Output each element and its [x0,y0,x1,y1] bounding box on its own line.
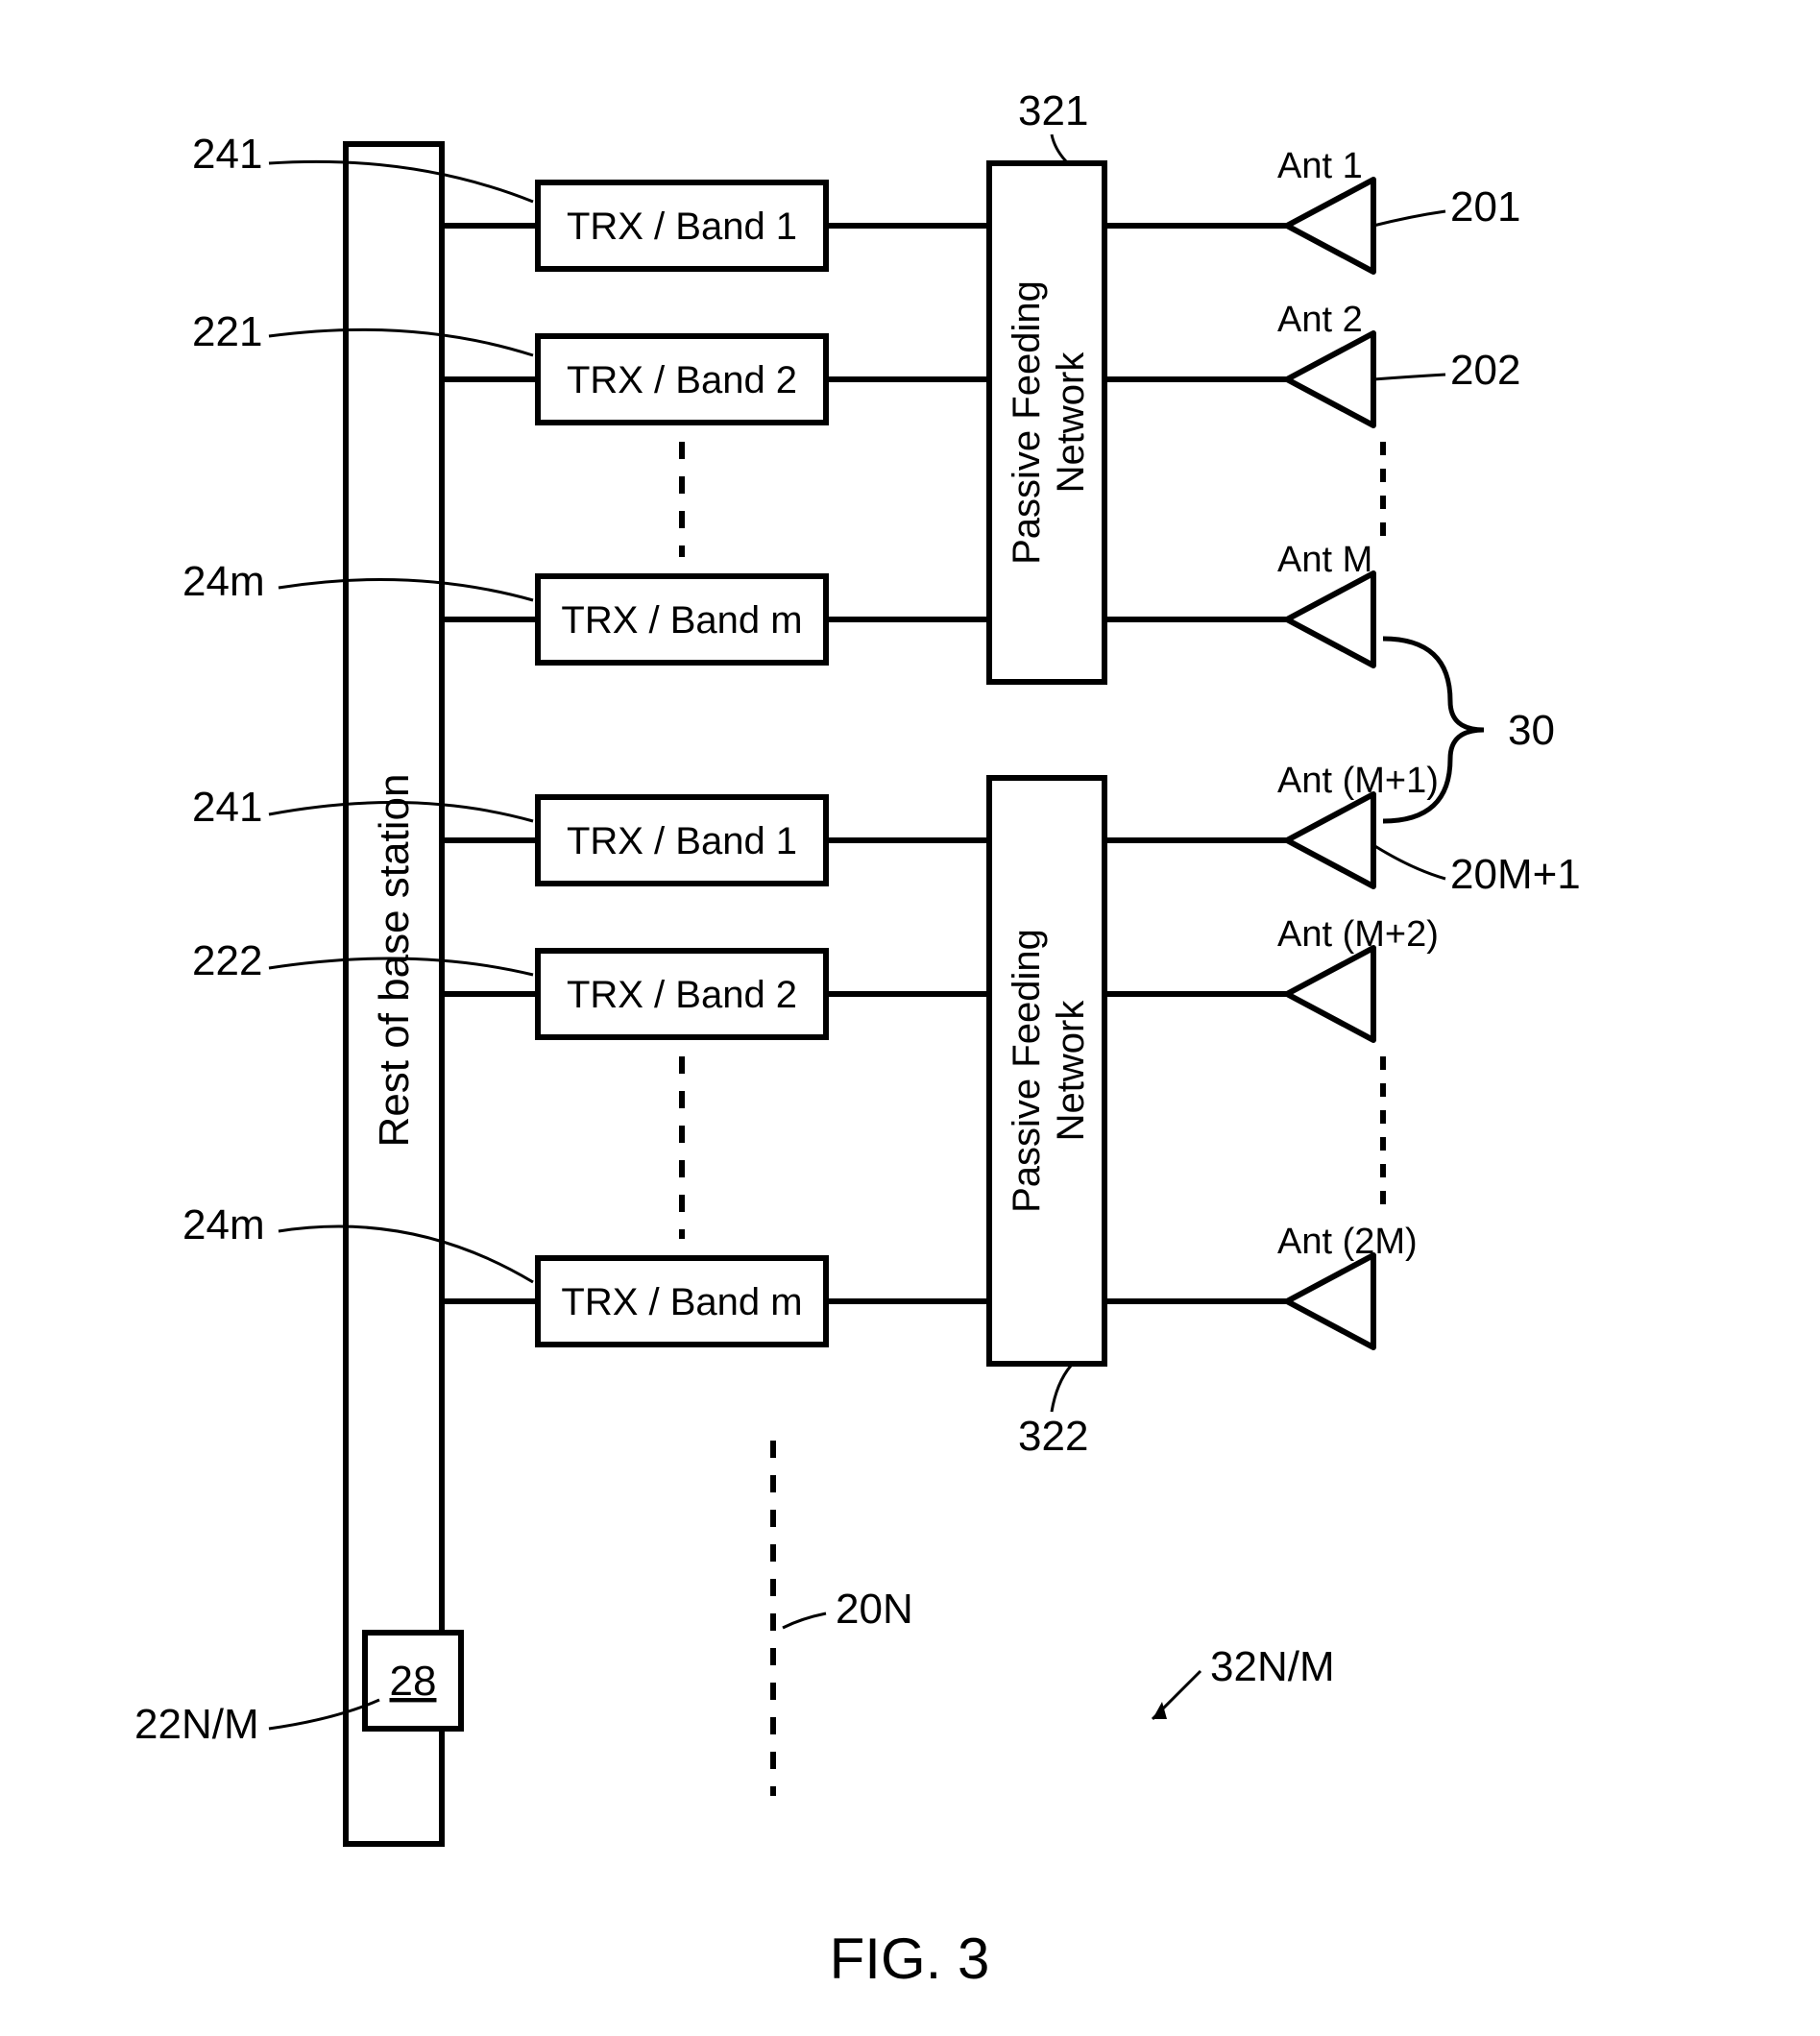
ref-32nm: 32N/M [1210,1643,1335,1690]
antenna-icon-4 [1287,948,1373,1040]
arrow-32nm [1153,1702,1167,1719]
ref-22nm: 22N/M [134,1701,259,1748]
lead-322 [1052,1366,1071,1412]
antenna-icon-0 [1287,180,1373,272]
antenna-label-1: Ant 2 [1277,300,1363,340]
ref-202: 202 [1450,347,1520,394]
inner-box-28-label: 28 [390,1658,437,1705]
ref-30: 30 [1508,707,1555,754]
trx-label-2: TRX / Band m [561,599,802,642]
ref-322: 322 [1018,1413,1088,1460]
antenna-label-4: Ant (M+2) [1277,914,1439,955]
lead-321 [1052,134,1066,161]
ref-20n: 20N [836,1586,913,1633]
antenna-icon-2 [1287,573,1373,666]
base-station-label: Rest of base station [371,774,418,1148]
ref-241a: 241 [192,131,262,178]
ref-222: 222 [192,937,262,984]
trx-label-5: TRX / Band m [561,1281,802,1323]
figure-svg: Rest of base station 28 TRX / Band 1 TRX … [0,0,1820,2036]
lead-20m1 [1373,845,1445,879]
trx-label-4: TRX / Band 2 [567,974,797,1016]
figure-label: FIG. 3 [830,1927,990,1991]
lead-20n [783,1613,826,1628]
lead-202 [1373,375,1445,379]
trx-label-1: TRX / Band 2 [567,359,797,401]
ref-241b: 241 [192,784,262,831]
antenna-icon-1 [1287,333,1373,425]
ref-221: 221 [192,308,262,355]
antenna-label-5: Ant (2M) [1277,1222,1418,1262]
antenna-label-3: Ant (M+1) [1277,761,1439,801]
trx-label-0: TRX / Band 1 [567,206,797,248]
antenna-label-2: Ant M [1277,540,1372,580]
antenna-label-0: Ant 1 [1277,146,1363,186]
lead-201 [1373,211,1445,226]
antenna-icon-3 [1287,794,1373,886]
ref-201: 201 [1450,183,1520,230]
ref-20m1: 20M+1 [1450,851,1581,898]
ref-24ma: 24m [182,558,265,605]
antenna-icon-5 [1287,1255,1373,1347]
trx-label-3: TRX / Band 1 [567,820,797,862]
ref-321: 321 [1018,87,1088,134]
ref-24mb: 24m [182,1201,265,1248]
